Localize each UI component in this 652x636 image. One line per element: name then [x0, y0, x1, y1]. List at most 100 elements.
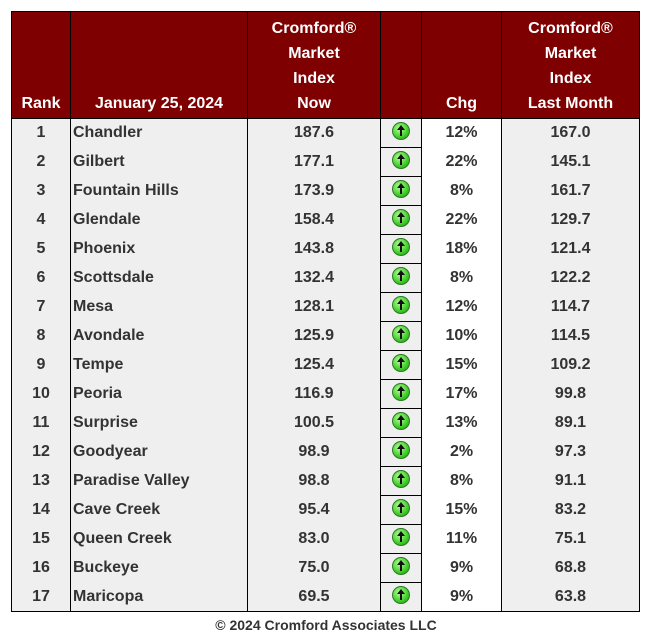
- header-date: January 25, 2024: [70, 11, 248, 119]
- index-now-cell: 158.4: [247, 205, 381, 235]
- trend-cell: [380, 176, 422, 206]
- change-cell: 10%: [421, 321, 502, 351]
- rank-cell: 15: [11, 524, 71, 554]
- index-now-cell: 125.9: [247, 321, 381, 351]
- table-row: 7 Mesa 128.1 12% 114.7: [11, 292, 640, 322]
- index-last-month-cell: 99.8: [501, 379, 640, 409]
- up-arrow-icon: [392, 354, 410, 372]
- copyright-footer: © 2024 Cromford Associates LLC: [215, 617, 437, 633]
- change-cell: 17%: [421, 379, 502, 409]
- up-arrow-icon: [392, 180, 410, 198]
- change-cell: 12%: [421, 118, 502, 148]
- up-arrow-icon: [392, 122, 410, 140]
- header-now-line: Now: [297, 95, 331, 112]
- city-cell: Surprise: [70, 408, 248, 438]
- city-cell: Maricopa: [70, 582, 248, 612]
- up-arrow-icon: [392, 325, 410, 343]
- trend-cell: [380, 205, 422, 235]
- trend-cell: [380, 234, 422, 264]
- index-now-cell: 128.1: [247, 292, 381, 322]
- city-cell: Fountain Hills: [70, 176, 248, 206]
- change-cell: 2%: [421, 437, 502, 467]
- city-cell: Cave Creek: [70, 495, 248, 525]
- table-row: 16 Buckeye 75.0 9% 68.8: [11, 553, 640, 583]
- change-cell: 9%: [421, 553, 502, 583]
- up-arrow-icon: [392, 557, 410, 575]
- up-arrow-icon: [392, 151, 410, 169]
- up-arrow-icon: [392, 238, 410, 256]
- up-arrow-icon: [392, 528, 410, 546]
- trend-cell: [380, 466, 422, 496]
- up-arrow-icon: [392, 470, 410, 488]
- table-row: 12 Goodyear 98.9 2% 97.3: [11, 437, 640, 467]
- trend-cell: [380, 495, 422, 525]
- table-row: 5 Phoenix 143.8 18% 121.4: [11, 234, 640, 264]
- table-row: 11 Surprise 100.5 13% 89.1: [11, 408, 640, 438]
- table-row: 8 Avondale 125.9 10% 114.5: [11, 321, 640, 351]
- city-cell: Tempe: [70, 350, 248, 380]
- index-last-month-cell: 161.7: [501, 176, 640, 206]
- up-arrow-icon: [392, 209, 410, 227]
- trend-cell: [380, 292, 422, 322]
- index-now-cell: 98.9: [247, 437, 381, 467]
- city-cell: Buckeye: [70, 553, 248, 583]
- index-last-month-cell: 114.7: [501, 292, 640, 322]
- change-cell: 8%: [421, 466, 502, 496]
- table-row: 10 Peoria 116.9 17% 99.8: [11, 379, 640, 409]
- index-last-month-cell: 129.7: [501, 205, 640, 235]
- rank-cell: 8: [11, 321, 71, 351]
- rank-cell: 17: [11, 582, 71, 612]
- index-now-cell: 173.9: [247, 176, 381, 206]
- index-last-month-cell: 68.8: [501, 553, 640, 583]
- change-cell: 13%: [421, 408, 502, 438]
- change-cell: 11%: [421, 524, 502, 554]
- header-rank: Rank: [11, 11, 71, 119]
- city-cell: Goodyear: [70, 437, 248, 467]
- trend-cell: [380, 582, 422, 612]
- table-row: 14 Cave Creek 95.4 15% 83.2: [11, 495, 640, 525]
- index-now-cell: 75.0: [247, 553, 381, 583]
- trend-cell: [380, 437, 422, 467]
- rank-cell: 1: [11, 118, 71, 148]
- header-last-month: Cromford® Market Index Last Month: [501, 11, 640, 119]
- city-cell: Queen Creek: [70, 524, 248, 554]
- up-arrow-icon: [392, 412, 410, 430]
- header-now-line: Cromford®: [271, 20, 357, 37]
- header-chg: Chg: [421, 11, 502, 119]
- index-last-month-cell: 75.1: [501, 524, 640, 554]
- city-cell: Chandler: [70, 118, 248, 148]
- trend-cell: [380, 350, 422, 380]
- up-arrow-icon: [392, 267, 410, 285]
- trend-cell: [380, 147, 422, 177]
- trend-cell: [380, 379, 422, 409]
- index-now-cell: 116.9: [247, 379, 381, 409]
- city-cell: Scottsdale: [70, 263, 248, 293]
- index-now-cell: 100.5: [247, 408, 381, 438]
- table-row: 9 Tempe 125.4 15% 109.2: [11, 350, 640, 380]
- up-arrow-icon: [392, 586, 410, 604]
- index-last-month-cell: 122.2: [501, 263, 640, 293]
- change-cell: 18%: [421, 234, 502, 264]
- trend-cell: [380, 321, 422, 351]
- header-now-line: Index: [293, 70, 335, 87]
- header-now-line: Market: [288, 45, 340, 62]
- rank-cell: 13: [11, 466, 71, 496]
- table-container: Rank January 25, 2024 Cromford® Market Ind…: [11, 11, 640, 612]
- table-row: 1 Chandler 187.6 12% 167.0: [11, 118, 640, 148]
- index-now-cell: 187.6: [247, 118, 381, 148]
- change-cell: 12%: [421, 292, 502, 322]
- trend-cell: [380, 263, 422, 293]
- rank-cell: 11: [11, 408, 71, 438]
- trend-cell: [380, 553, 422, 583]
- up-arrow-icon: [392, 499, 410, 517]
- table-row: 6 Scottsdale 132.4 8% 122.2: [11, 263, 640, 293]
- trend-cell: [380, 408, 422, 438]
- index-now-cell: 69.5: [247, 582, 381, 612]
- rank-cell: 10: [11, 379, 71, 409]
- index-last-month-cell: 114.5: [501, 321, 640, 351]
- index-last-month-cell: 89.1: [501, 408, 640, 438]
- header-row: Rank January 25, 2024 Cromford® Market Ind…: [11, 11, 640, 119]
- change-cell: 8%: [421, 176, 502, 206]
- change-cell: 22%: [421, 147, 502, 177]
- index-now-cell: 125.4: [247, 350, 381, 380]
